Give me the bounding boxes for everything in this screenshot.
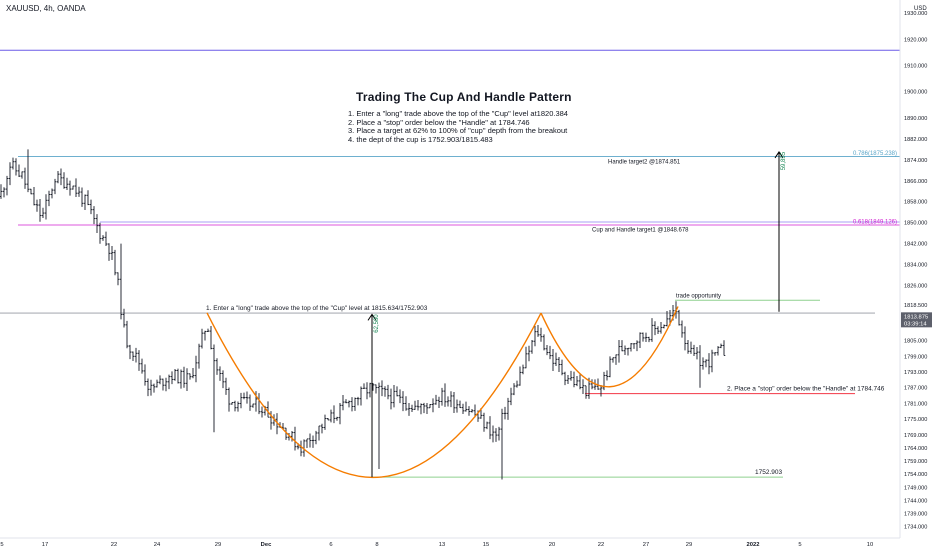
handle-curve — [540, 306, 679, 388]
x-tick-label: 17 — [42, 542, 48, 548]
y-tick-label: 1739.000 — [904, 512, 927, 518]
y-tick-label: 1874.000 — [904, 158, 927, 164]
trade-opportunity-label: trade opportunity — [676, 294, 721, 300]
x-tick-label: Dec — [261, 542, 272, 548]
x-tick-label: 29 — [686, 542, 692, 548]
chart-title: Trading The Cup And Handle Pattern — [356, 90, 572, 104]
y-tick-label: 1900.000 — [904, 90, 927, 96]
title-block: Trading The Cup And Handle Pattern 1. En… — [348, 90, 572, 144]
handle-target2-label: Handle target2 @1874.851 — [608, 160, 681, 166]
y-tick-label: 1769.000 — [904, 433, 927, 439]
y-tick-label: 1754.000 — [904, 472, 927, 478]
x-tick-label: 10 — [867, 542, 873, 548]
x-tick-label: 8 — [375, 542, 378, 548]
y-tick-label: 1775.000 — [904, 417, 927, 423]
x-tick-label: 27 — [643, 542, 649, 548]
step-1: 1. Enter a "long" trade above the top of… — [348, 109, 568, 118]
fib-0786-label: 0.786(1875.238) — [853, 151, 897, 157]
y-tick-label: 1826.000 — [904, 284, 927, 290]
y-tick-label: 1858.000 — [904, 200, 927, 206]
y-tick-label: 1749.000 — [904, 485, 927, 491]
x-tick-label: 6 — [329, 542, 332, 548]
y-tick-label: 1744.000 — [904, 498, 927, 504]
y-tick-label: 1818.500 — [904, 303, 927, 309]
y-tick-label: 1890.000 — [904, 116, 927, 122]
x-tick-label: 5 — [0, 542, 3, 548]
y-tick-label: 1781.000 — [904, 401, 927, 407]
cup-curve — [206, 312, 542, 478]
countdown-label: 03:39:14 — [904, 321, 927, 327]
x-tick-label: 22 — [598, 542, 604, 548]
x-tick-label: 15 — [483, 542, 489, 548]
step-3: 3. Place a target at 62% to 100% of "cup… — [348, 126, 568, 135]
y-tick-label: 1759.000 — [904, 459, 927, 465]
target-move-label: 59,855 — [781, 151, 787, 170]
x-tick-label: 29 — [215, 542, 221, 548]
y-tick-label: 1734.000 — [904, 525, 927, 531]
currency-label: USD — [914, 6, 927, 12]
y-tick-label: 1866.000 — [904, 179, 927, 185]
y-tick-label: 1882.000 — [904, 137, 927, 143]
y-tick-label: 1930.000 — [904, 11, 927, 17]
cup-depth-label: 62,580 — [374, 314, 380, 333]
y-tick-label: 1920.000 — [904, 37, 927, 43]
cup-bottom-label: 1752.903 — [755, 469, 782, 476]
stop-label: 2. Place a "stop" order below the "Handl… — [727, 386, 885, 393]
y-tick-label: 1787.000 — [904, 386, 927, 392]
symbol-label: XAUUSD, 4h, OANDA — [6, 4, 86, 13]
measure-arrows: 62,580 59,855 — [367, 151, 787, 478]
x-tick-label: 22 — [111, 542, 117, 548]
x-tick-label: 2022 — [747, 542, 760, 548]
step-2: 2. Place a "stop" order below the "Handl… — [348, 117, 530, 127]
x-tick-label: 5 — [798, 542, 801, 548]
y-tick-label: 1805.000 — [904, 339, 927, 345]
candlestick-series — [0, 149, 726, 480]
y-tick-label: 1764.000 — [904, 446, 927, 452]
y-tick-label: 1793.000 — [904, 370, 927, 376]
chart-annotations: 0.786(1875.238) 0.618(1849.126) Handle tar… — [206, 151, 897, 476]
x-tick-label: 24 — [154, 542, 161, 548]
step-4: 4. the dept of the cup is 1752.903/1815.… — [348, 134, 493, 144]
y-tick-label: 1842.000 — [904, 242, 927, 248]
horizontal-levels — [0, 49, 900, 478]
current-price-label: 1813.875 — [904, 314, 928, 320]
target-arrowhead — [774, 151, 784, 159]
target1-label: Cup and Handle target1 @1848.678 — [592, 227, 689, 233]
price-axis-bg — [900, 0, 932, 538]
x-tick-label: 20 — [549, 542, 555, 548]
time-axis-bg — [0, 538, 932, 550]
fib-0618-label: 0.618(1849.126) — [853, 219, 897, 225]
time-axis[interactable]: 5 17 22 24 29 Dec 6 8 13 15 20 22 27 29 2022 5 10 — [0, 537, 932, 550]
current-price-box — [901, 312, 932, 328]
steps-list: 1. Enter a "long" trade above the top of… — [348, 109, 572, 144]
y-tick-label: 1834.000 — [904, 263, 927, 269]
y-tick-label: 1910.000 — [904, 63, 927, 69]
cup-depth-arrowhead — [367, 313, 377, 321]
x-tick-label: 13 — [439, 542, 445, 548]
enter-label: 1. Enter a "long" trade above the top of… — [206, 305, 428, 312]
y-tick-label: 1799.000 — [904, 354, 927, 360]
y-tick-label: 1850.000 — [904, 221, 927, 227]
cup-and-handle-curves — [206, 306, 679, 478]
